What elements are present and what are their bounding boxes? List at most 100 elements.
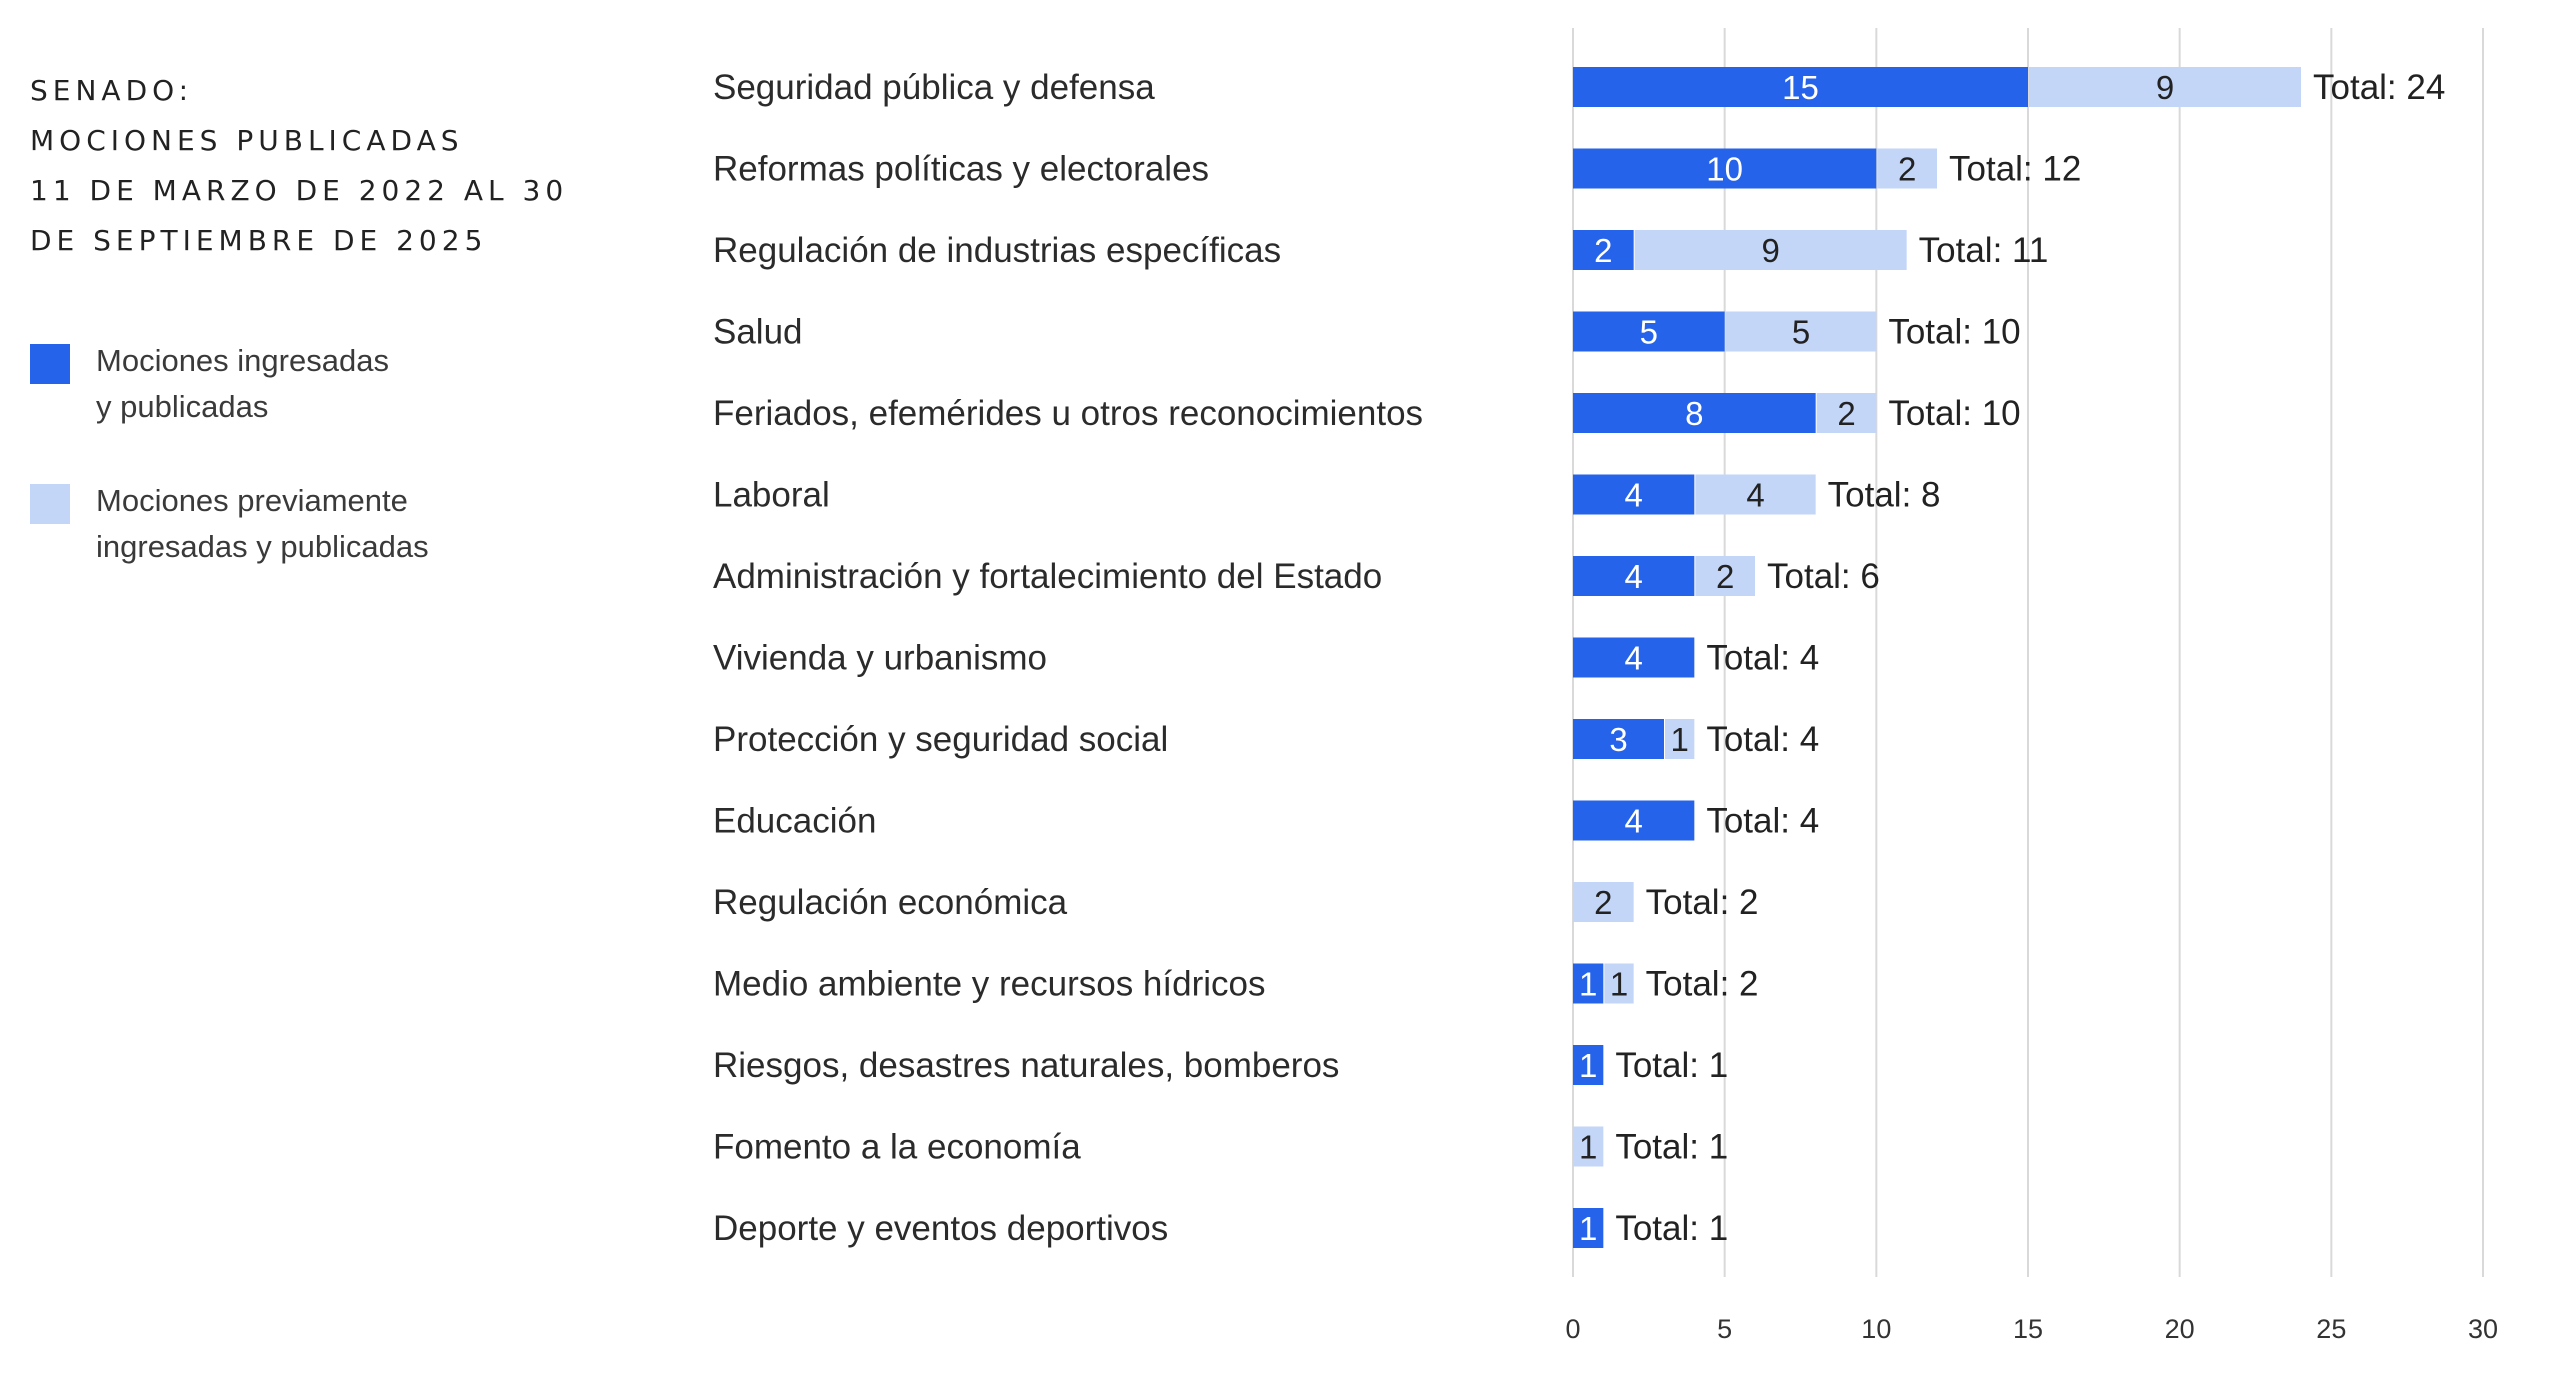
legend-item-ingresadas: Mociones ingresadas y publicadas <box>30 338 650 478</box>
bar-total-label: Total: 1 <box>1615 1209 1728 1248</box>
bar-value-label: 4 <box>1624 640 1642 677</box>
bar-value-label: 2 <box>1594 232 1612 269</box>
legend-item-previamente: Mociones previamente ingresadas y public… <box>30 478 650 618</box>
x-tick-label: 0 <box>1565 1314 1580 1344</box>
bar-segment-previamente <box>1665 719 1695 759</box>
bar-value-label: 1 <box>1579 1129 1597 1166</box>
legend-label: Mociones ingresadas y publicadas <box>96 338 389 430</box>
legend: Mociones ingresadas y publicadas Mocione… <box>30 338 650 618</box>
title-line: SENADO: <box>30 74 194 107</box>
bar-segment-previamente <box>1725 311 1877 352</box>
legend-label-line: y publicadas <box>96 389 269 424</box>
bar-value-label: 4 <box>1624 477 1642 514</box>
bar-total-label: Total: 8 <box>1828 476 1941 515</box>
bar-segment-previamente <box>1695 474 1816 515</box>
bar-segment-ingresadas <box>1573 1045 1604 1085</box>
category-label: Vivienda y urbanismo <box>713 639 1047 678</box>
bar-total-label: Total: 6 <box>1767 557 1880 596</box>
bar-segment-previamente <box>1877 148 1937 189</box>
bar-segment-ingresadas <box>1573 393 1816 433</box>
category-label: Reformas políticas y electorales <box>713 150 1209 189</box>
title-line: DE SEPTIEMBRE DE 2025 <box>30 224 488 257</box>
bar-value-label: 2 <box>1594 884 1612 921</box>
bar-total-label: Total: 24 <box>2313 68 2445 107</box>
bar-value-label: 4 <box>1746 477 1764 514</box>
bar-total-label: Total: 10 <box>1888 313 2020 352</box>
bar-value-label: 1 <box>1579 966 1597 1003</box>
category-label: Regulación de industrias específicas <box>713 231 1281 270</box>
legend-label: Mociones previamente ingresadas y public… <box>96 478 429 570</box>
chart-title: SENADO: MOCIONES PUBLICADAS 11 DE MARZO … <box>30 66 630 266</box>
legend-label-line: Mociones previamente <box>96 483 408 518</box>
x-tick-label: 20 <box>2165 1314 2195 1344</box>
bar-value-label: 1 <box>1579 1210 1597 1247</box>
category-label: Feriados, efemérides u otros reconocimie… <box>713 394 1423 433</box>
bar-total-label: Total: 10 <box>1888 394 2020 433</box>
bar-segment-ingresadas <box>1573 67 2028 107</box>
bar-segment-ingresadas <box>1573 230 1634 270</box>
bar-total-label: Total: 4 <box>1706 720 1819 759</box>
bar-segment-ingresadas <box>1573 311 1725 352</box>
title-line: 11 DE MARZO DE 2022 AL 30 <box>30 174 569 207</box>
category-label: Seguridad pública y defensa <box>713 68 1155 107</box>
bar-value-label: 1 <box>1670 721 1688 758</box>
bar-segment-ingresadas <box>1573 1208 1604 1248</box>
bar-value-label: 9 <box>1761 232 1779 269</box>
bar-segment-previamente <box>1604 963 1634 1004</box>
category-label: Administración y fortalecimiento del Est… <box>713 557 1382 596</box>
bar-value-label: 3 <box>1609 721 1627 758</box>
bar-value-label: 2 <box>1898 151 1916 188</box>
category-label: Protección y seguridad social <box>713 720 1168 759</box>
bar-value-label: 10 <box>1706 151 1743 188</box>
category-label: Salud <box>713 313 803 352</box>
bar-value-label: 15 <box>1782 69 1819 106</box>
category-label: Educación <box>713 802 876 841</box>
bar-value-label: 2 <box>1716 558 1734 595</box>
bar-value-label: 1 <box>1610 966 1628 1003</box>
x-tick-label: 5 <box>1717 1314 1732 1344</box>
bar-value-label: 4 <box>1624 558 1642 595</box>
legend-swatch-primary <box>30 344 70 384</box>
category-label: Laboral <box>713 476 830 515</box>
bar-value-label: 8 <box>1685 395 1703 432</box>
bar-segment-ingresadas <box>1573 719 1664 759</box>
bar-total-label: Total: 2 <box>1646 965 1759 1004</box>
legend-swatch-secondary <box>30 484 70 524</box>
bar-segment-previamente <box>1695 556 1755 596</box>
bar-total-label: Total: 12 <box>1949 150 2081 189</box>
bar-segment-ingresadas <box>1573 637 1695 678</box>
category-label: Regulación económica <box>713 883 1068 922</box>
bar-segment-previamente <box>1573 882 1634 922</box>
x-tick-label: 15 <box>2013 1314 2043 1344</box>
bar-total-label: Total: 1 <box>1615 1128 1728 1167</box>
bar-segment-previamente <box>1816 393 1877 433</box>
bar-total-label: Total: 4 <box>1706 639 1819 678</box>
bar-total-label: Total: 1 <box>1615 1046 1728 1085</box>
bar-total-label: Total: 4 <box>1706 802 1819 841</box>
bar-value-label: 5 <box>1640 314 1658 351</box>
bar-segment-ingresadas <box>1573 556 1695 596</box>
category-label: Deporte y eventos deportivos <box>713 1209 1168 1248</box>
bar-segment-ingresadas <box>1573 148 1877 189</box>
bar-segment-previamente <box>1573 1126 1604 1167</box>
x-tick-label: 10 <box>1861 1314 1891 1344</box>
legend-label-line: ingresadas y publicadas <box>96 529 429 564</box>
bar-value-label: 1 <box>1579 1047 1597 1084</box>
bar-value-label: 2 <box>1837 395 1855 432</box>
category-label: Riesgos, desastres naturales, bomberos <box>713 1046 1339 1085</box>
x-tick-label: 30 <box>2468 1314 2498 1344</box>
x-tick-label: 25 <box>2316 1314 2346 1344</box>
title-line: MOCIONES PUBLICADAS <box>30 124 464 157</box>
category-label: Fomento a la economía <box>713 1128 1081 1167</box>
bar-segment-previamente <box>1634 230 1907 270</box>
category-label: Medio ambiente y recursos hídricos <box>713 965 1265 1004</box>
bar-segment-ingresadas <box>1573 963 1604 1004</box>
bar-segment-ingresadas <box>1573 474 1695 515</box>
bar-value-label: 4 <box>1624 803 1642 840</box>
bar-total-label: Total: 11 <box>1919 231 2049 270</box>
bar-value-label: 9 <box>2156 69 2174 106</box>
bar-segment-ingresadas <box>1573 800 1695 841</box>
bar-total-label: Total: 2 <box>1646 883 1759 922</box>
legend-label-line: Mociones ingresadas <box>96 343 389 378</box>
